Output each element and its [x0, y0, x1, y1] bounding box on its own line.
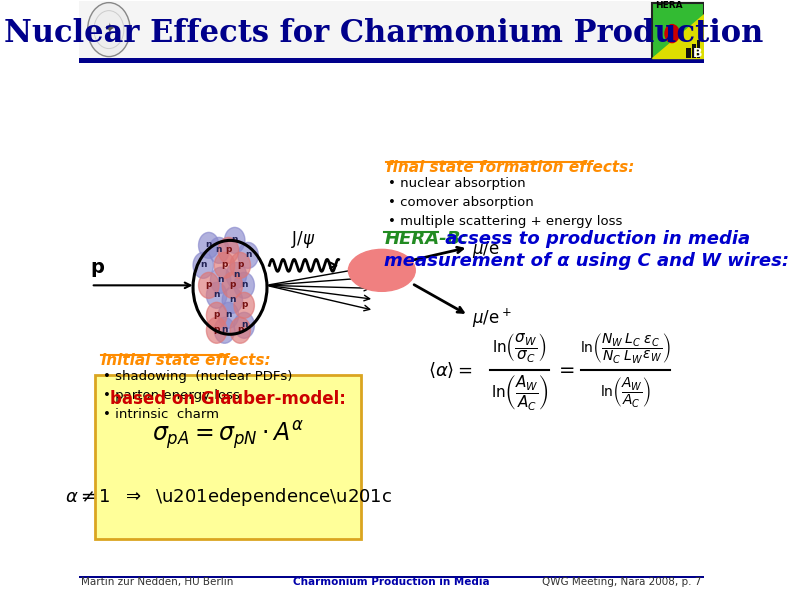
Text: initial state effects:: initial state effects:: [101, 353, 271, 368]
Text: n: n: [229, 295, 236, 304]
Text: based on Glauber-model:: based on Glauber-model:: [110, 390, 346, 408]
Bar: [79, 1, 703, 58]
Ellipse shape: [349, 249, 415, 292]
Circle shape: [206, 302, 227, 328]
Text: n: n: [241, 280, 248, 289]
Circle shape: [230, 252, 250, 278]
Text: p: p: [214, 325, 220, 334]
Text: • nuclear absorption: • nuclear absorption: [388, 177, 526, 190]
Text: p: p: [241, 300, 248, 309]
Circle shape: [206, 317, 227, 343]
Text: $\mu$/e$^-$: $\mu$/e$^-$: [472, 239, 512, 260]
Bar: [692, 43, 696, 58]
Circle shape: [209, 237, 229, 264]
Circle shape: [234, 292, 254, 318]
Text: • multiple scattering + energy loss: • multiple scattering + energy loss: [388, 215, 622, 228]
Text: $\langle\alpha\rangle =$: $\langle\alpha\rangle =$: [428, 361, 472, 380]
Text: n: n: [206, 240, 212, 249]
Text: $\mu$/e$^+$: $\mu$/e$^+$: [472, 306, 512, 330]
Text: p: p: [225, 245, 232, 254]
Circle shape: [198, 233, 219, 258]
Circle shape: [87, 2, 130, 57]
Text: • parton energy loss: • parton energy loss: [103, 389, 241, 402]
Bar: [79, 62, 703, 576]
Text: final state formation effects:: final state formation effects:: [386, 161, 634, 176]
Text: n: n: [200, 260, 206, 269]
Circle shape: [222, 273, 243, 298]
Circle shape: [218, 302, 239, 328]
Circle shape: [222, 287, 243, 314]
Text: n: n: [225, 310, 232, 319]
Text: n: n: [216, 245, 222, 254]
Text: n: n: [232, 235, 238, 244]
Text: $\ln\!\left(\dfrac{A_W}{A_C}\right)$: $\ln\!\left(\dfrac{A_W}{A_C}\right)$: [491, 372, 549, 412]
Text: $\sigma_{pA} = \sigma_{pN} \cdot A^{\alpha}$: $\sigma_{pA} = \sigma_{pN} \cdot A^{\alp…: [152, 419, 305, 452]
Circle shape: [218, 237, 239, 264]
Bar: [79, 576, 703, 578]
Text: • intrinsic  charm: • intrinsic charm: [103, 408, 219, 421]
Text: p: p: [214, 310, 220, 319]
Circle shape: [206, 283, 227, 308]
Text: • shadowing  (nuclear PDFs): • shadowing (nuclear PDFs): [103, 370, 293, 383]
Text: p: p: [91, 258, 105, 277]
Text: =: =: [558, 361, 575, 380]
Text: Charmonium Production in Media: Charmonium Production in Media: [293, 577, 490, 587]
Circle shape: [234, 273, 254, 298]
Text: B: B: [692, 47, 702, 60]
Text: acsess to production in media: acsess to production in media: [439, 230, 750, 248]
Circle shape: [214, 317, 235, 343]
Circle shape: [238, 242, 258, 268]
Circle shape: [225, 227, 245, 253]
Text: n: n: [245, 250, 252, 259]
Circle shape: [665, 24, 679, 43]
Text: n: n: [218, 275, 224, 284]
Circle shape: [193, 252, 214, 278]
Circle shape: [214, 252, 235, 278]
Text: measurement of α using C and W wires:: measurement of α using C and W wires:: [384, 252, 789, 270]
Text: • comover absorption: • comover absorption: [388, 196, 534, 209]
Circle shape: [230, 317, 250, 343]
Bar: [686, 48, 691, 58]
Circle shape: [226, 262, 246, 289]
Text: p: p: [237, 260, 244, 269]
Text: J/$\psi$: J/$\psi$: [291, 230, 315, 250]
Polygon shape: [652, 14, 703, 58]
Text: n: n: [233, 270, 240, 279]
Bar: [697, 40, 700, 58]
Text: Nuclear Effects for Charmonium Production: Nuclear Effects for Charmonium Productio…: [5, 18, 764, 49]
Text: n: n: [214, 290, 220, 299]
Text: Martin zur Nedden, HU Berlin: Martin zur Nedden, HU Berlin: [82, 577, 233, 587]
Text: QWG Meeting, Nara 2008, p. 7: QWG Meeting, Nara 2008, p. 7: [542, 577, 701, 587]
Text: p: p: [229, 280, 236, 289]
Text: $\ln\!\left(\dfrac{N_W}{N_C}\dfrac{L_C}{L_W}\dfrac{\varepsilon_C}{\varepsilon_W}: $\ln\!\left(\dfrac{N_W}{N_C}\dfrac{L_C}{…: [580, 331, 671, 365]
Circle shape: [198, 273, 219, 298]
Text: $\ln\!\left(\dfrac{A_W}{A_C}\right)$: $\ln\!\left(\dfrac{A_W}{A_C}\right)$: [600, 375, 651, 409]
Circle shape: [210, 267, 231, 293]
FancyBboxPatch shape: [94, 375, 361, 539]
Text: HERA: HERA: [655, 1, 683, 10]
Text: n: n: [241, 320, 248, 329]
Text: $\ln\!\left(\dfrac{\sigma_W}{\sigma_C}\right)$: $\ln\!\left(\dfrac{\sigma_W}{\sigma_C}\r…: [492, 332, 546, 365]
Bar: [652, 2, 703, 58]
Text: p: p: [206, 280, 212, 289]
Text: HERA-B:: HERA-B:: [384, 230, 468, 248]
Bar: [79, 58, 703, 62]
Text: p: p: [222, 260, 228, 269]
Text: $\alpha \neq 1$  $\Rightarrow$  \u201edependence\u201c: $\alpha \neq 1$ $\Rightarrow$ \u201edepe…: [65, 486, 392, 508]
Text: ✦: ✦: [103, 23, 114, 37]
Circle shape: [234, 312, 254, 339]
Text: n: n: [222, 325, 228, 334]
Text: p: p: [237, 325, 244, 334]
